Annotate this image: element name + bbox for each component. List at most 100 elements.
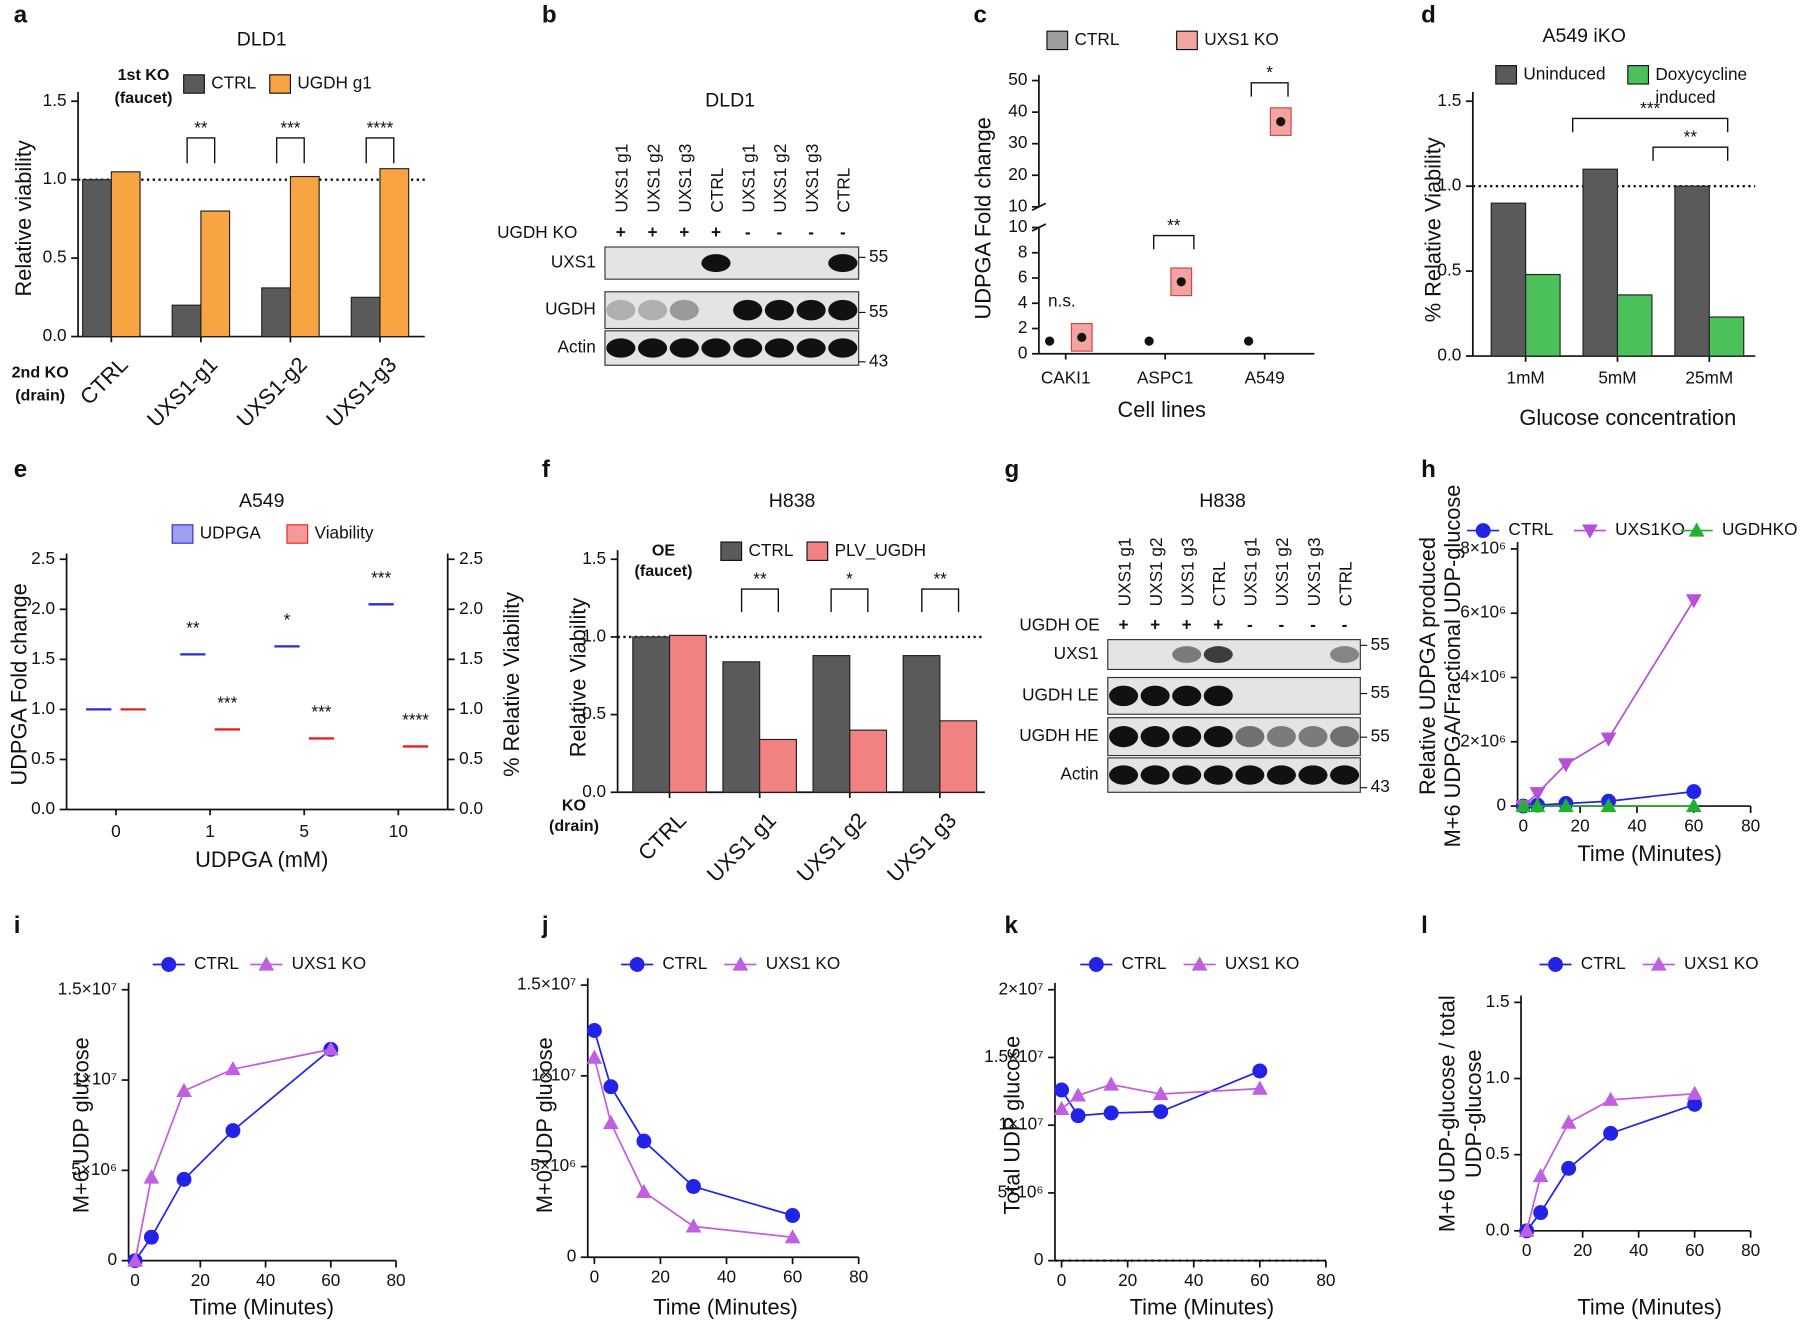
- point: [603, 1079, 619, 1095]
- y-tick-label: 5×10⁶: [998, 1181, 1044, 1201]
- panel-title: H838: [769, 490, 816, 512]
- y-tick-label: 0.5: [582, 703, 606, 723]
- point: [1603, 1125, 1619, 1141]
- bar: [1708, 316, 1745, 357]
- bar: [200, 210, 231, 338]
- y-tick-label: 1.5: [43, 90, 67, 110]
- y-tick-label: 0: [108, 1249, 118, 1269]
- significance-bracket: [186, 137, 216, 164]
- panel-title: DLD1: [237, 29, 287, 51]
- x-tick-label: UXS1 g1: [702, 807, 781, 886]
- lane-label: UXS1 g2: [1272, 537, 1292, 606]
- treatment-sign: +: [711, 222, 721, 242]
- x-tick-label: 0: [1518, 815, 1528, 835]
- treatment-sign: +: [1119, 614, 1129, 634]
- y-axis-label: Relative UDPGA produced: [1415, 537, 1440, 795]
- band: [1109, 726, 1139, 748]
- point: [1558, 758, 1574, 773]
- y-tick-label: 50: [1008, 69, 1027, 89]
- x-tick-label: 60: [1250, 1270, 1269, 1290]
- series-line: [1525, 1092, 1695, 1232]
- point: [1529, 787, 1546, 802]
- y-tick-label: 2.5: [31, 548, 55, 568]
- row-label: Actin: [1060, 764, 1098, 784]
- x-tick-label: 40: [717, 1266, 736, 1286]
- y-tick-label: 30: [1008, 132, 1027, 152]
- panel-letter: e: [14, 456, 27, 483]
- point: [1053, 1100, 1070, 1116]
- x-tick-label: 0: [1522, 1240, 1532, 1260]
- treatment-sign: -: [777, 222, 783, 242]
- y-tick-label: 0.0: [459, 798, 483, 818]
- legend-label: PLV_UGDH: [835, 540, 926, 560]
- band: [1298, 765, 1328, 785]
- significance-label: ***: [280, 117, 300, 137]
- row-label: UXS1: [551, 252, 596, 272]
- band: [1109, 685, 1139, 707]
- legend-swatch: [269, 74, 292, 94]
- x-tick-label: 20: [651, 1266, 670, 1286]
- blot-strip: [1107, 639, 1361, 671]
- y-axis-label: % Relative Viability: [1421, 137, 1446, 322]
- y-tick-label: 2.5: [459, 548, 483, 568]
- treatment-label: UGDH KO: [497, 222, 577, 242]
- panel-title: A549: [239, 490, 285, 512]
- y-tick-label: 0.5: [459, 748, 483, 768]
- y-tick-label: 2×10⁶: [1460, 730, 1506, 750]
- significance-label: n.s.: [1048, 291, 1076, 311]
- x-tick-label: 80: [849, 1266, 868, 1286]
- legend-swatch: [1176, 30, 1198, 51]
- band: [796, 299, 826, 321]
- x-tick-label: 0: [590, 1266, 600, 1286]
- point: [784, 1229, 801, 1244]
- legend-label: CTRL: [211, 73, 256, 93]
- point: [1152, 1085, 1169, 1101]
- band: [1235, 765, 1265, 785]
- y-axis-label: M+6 UDPGA/Fractional UDP-glucose: [1440, 485, 1465, 848]
- band: [1298, 726, 1328, 748]
- significance-bracket: [365, 137, 395, 164]
- treatment-sign: +: [648, 222, 658, 242]
- marker-label: 43: [1371, 776, 1390, 796]
- y-axis-label: Relative viability: [11, 140, 36, 296]
- point: [176, 1171, 192, 1187]
- panel-title: DLD1: [705, 89, 755, 111]
- significance-label: *: [284, 610, 291, 630]
- y-tick-label: 0.0: [1486, 1219, 1510, 1239]
- lane-label: UXS1 g2: [1146, 537, 1166, 606]
- bar: [849, 729, 888, 793]
- lane-label: UXS1 g2: [770, 144, 790, 213]
- point: [1685, 797, 1702, 813]
- point: [1475, 523, 1491, 539]
- marker-label: 55: [1371, 634, 1390, 654]
- x-tick-label: 1mM: [1507, 368, 1545, 388]
- x-tick-label: 60: [1685, 1240, 1704, 1260]
- bar: [1490, 202, 1527, 357]
- y-axis-label: Total UDP glucose: [999, 1036, 1024, 1215]
- band: [1330, 646, 1360, 663]
- point: [1685, 594, 1702, 609]
- band: [1235, 726, 1265, 748]
- point: [161, 957, 177, 972]
- legend-title: 1st KO: [118, 66, 170, 84]
- point: [1582, 524, 1598, 539]
- blot-strip: [604, 246, 860, 280]
- point: [1077, 332, 1087, 342]
- point: [1144, 336, 1154, 346]
- legend-label: UXS1KO: [1615, 519, 1685, 539]
- legend-label: CTRL: [662, 953, 707, 973]
- x-tick-label: CAKI1: [1041, 368, 1091, 388]
- x-tick-label: 1: [205, 821, 215, 841]
- legend-swatch: [1046, 30, 1069, 51]
- treatment-sign: +: [1150, 614, 1160, 634]
- band: [1172, 726, 1202, 748]
- legend-swatch: [183, 74, 205, 94]
- bar: [82, 179, 112, 338]
- y-tick-label: 2.0: [459, 598, 483, 618]
- x-tick-label: 40: [1627, 815, 1646, 835]
- x-tick-label: UXS1 g3: [882, 807, 961, 886]
- point: [686, 1179, 701, 1194]
- band: [1140, 726, 1170, 748]
- band: [796, 338, 826, 358]
